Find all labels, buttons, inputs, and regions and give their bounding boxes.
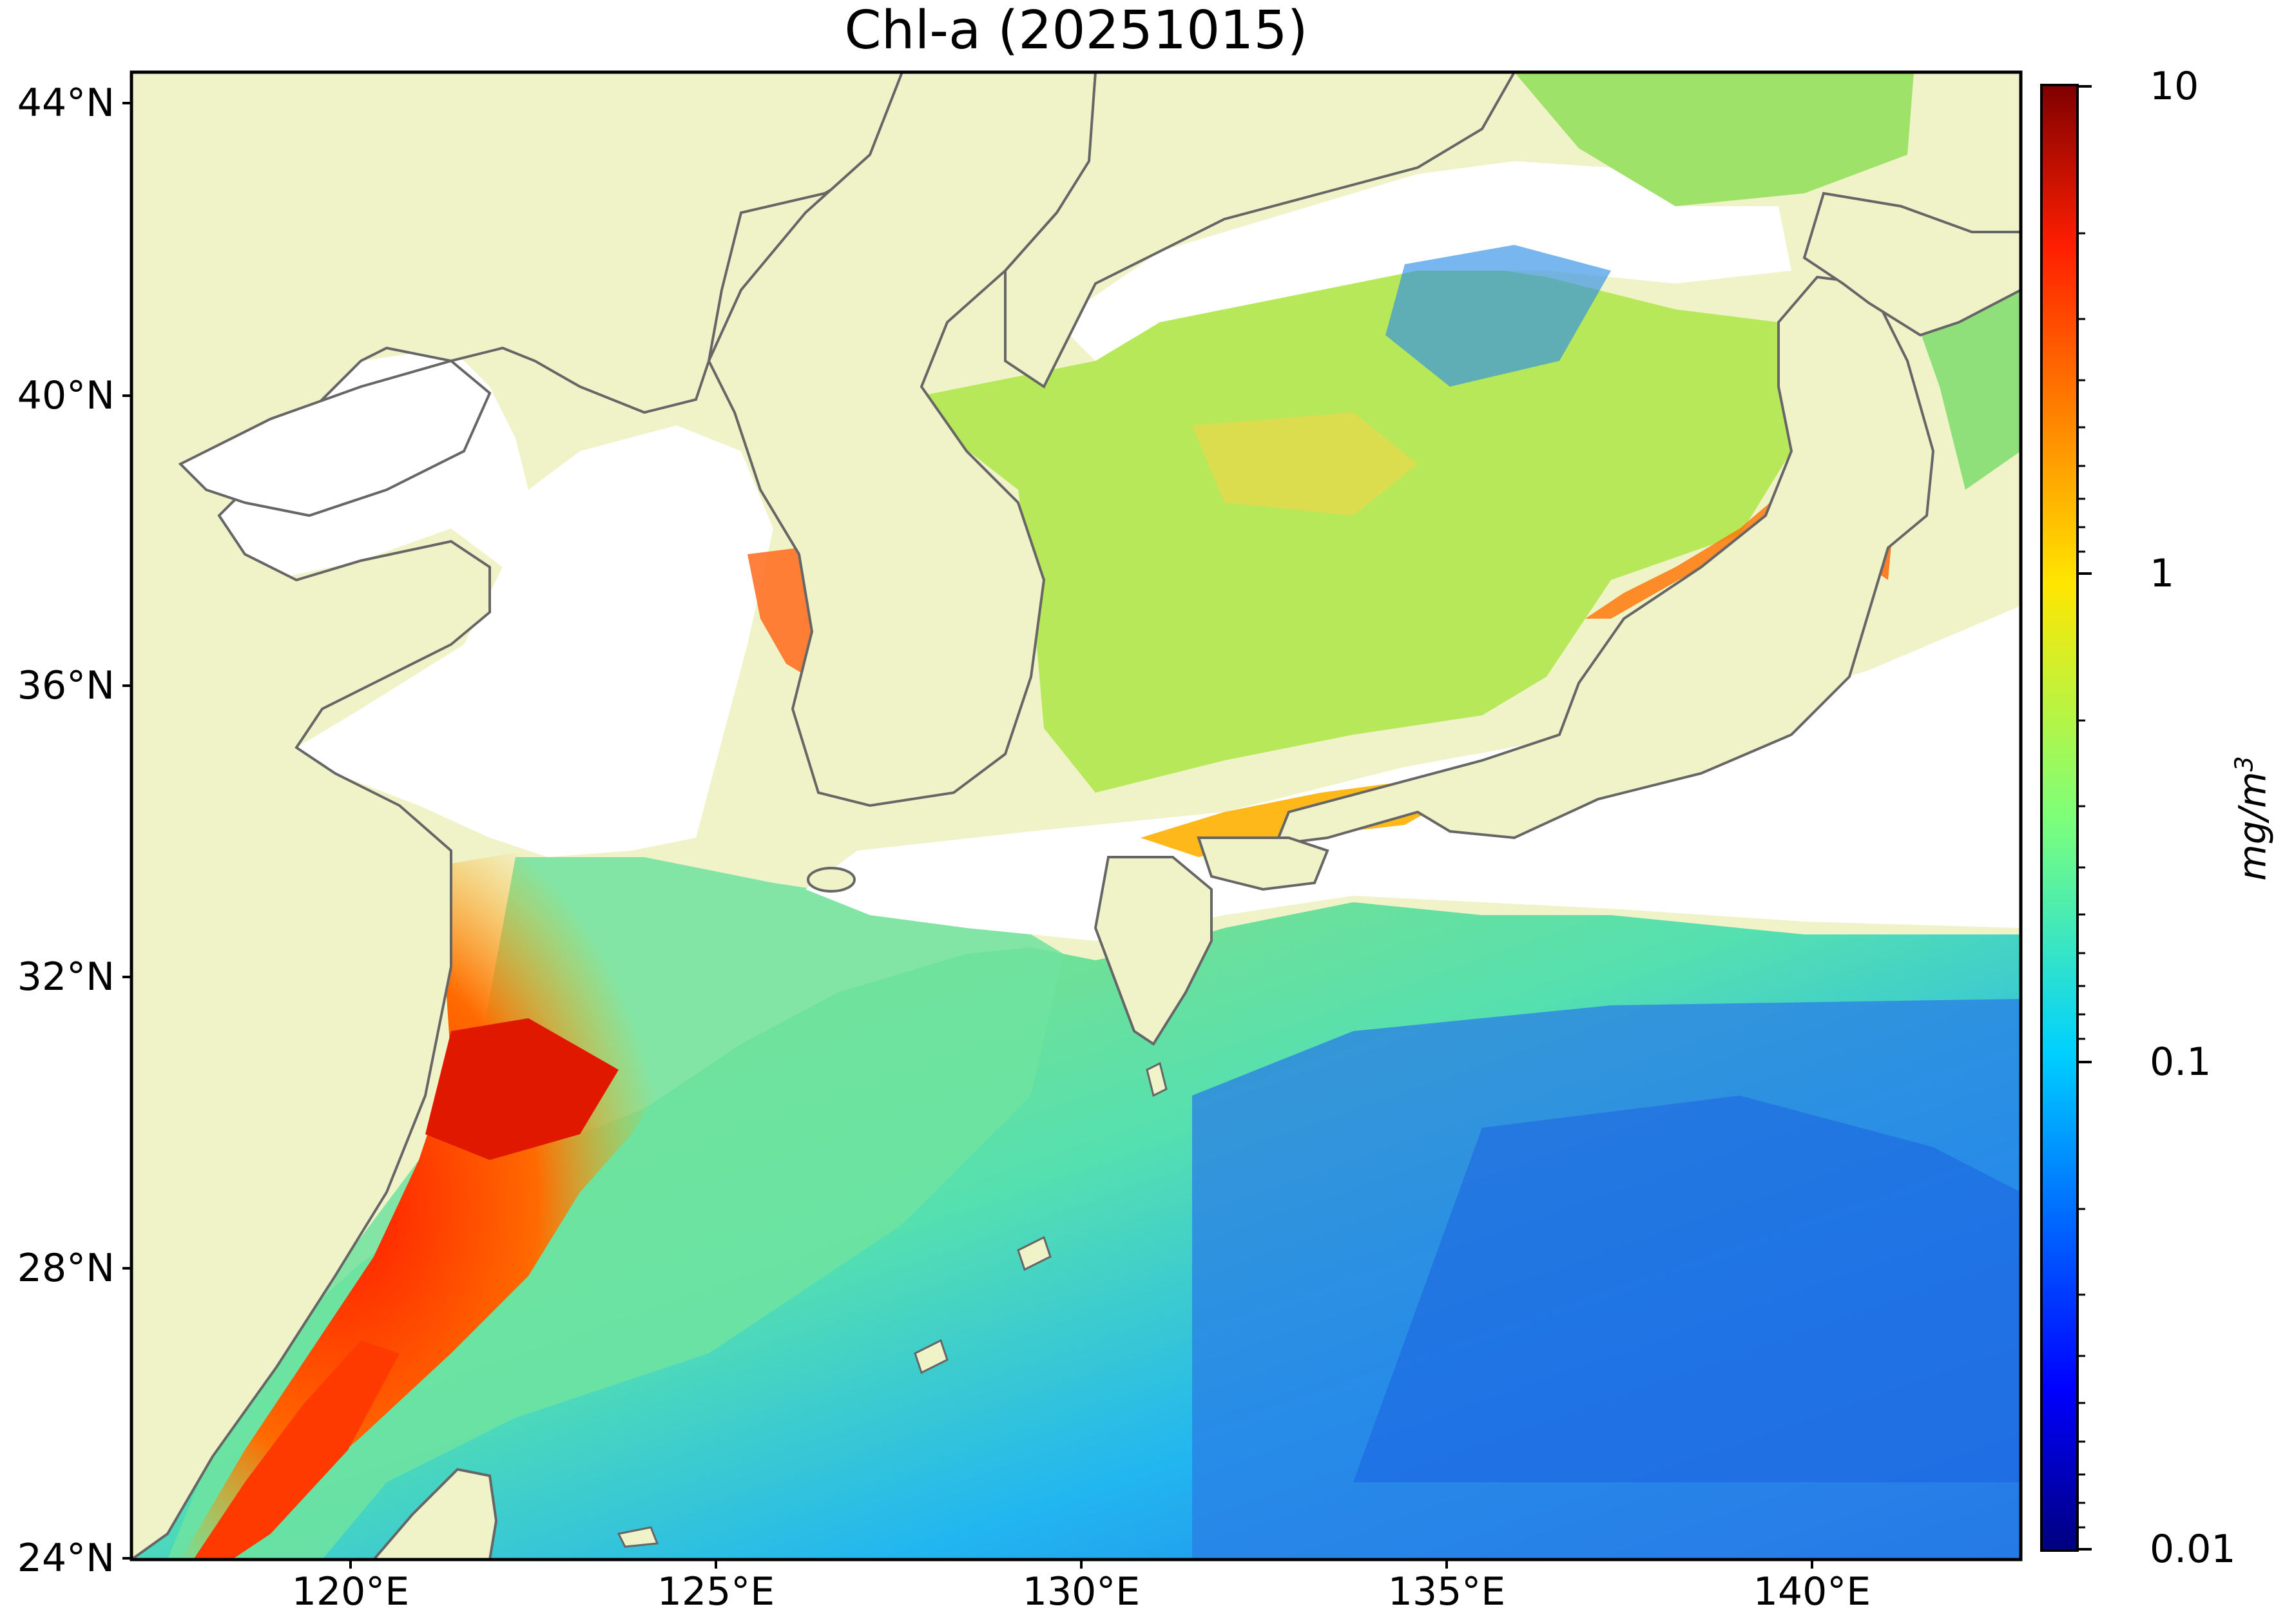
- colorbar-minor-ticks: [2078, 232, 2085, 1529]
- map-frame: [130, 70, 2023, 1561]
- japan-shikoku: [1197, 836, 1329, 891]
- lon-label: 130°E: [1022, 1569, 1141, 1614]
- lat-label: 24°N: [17, 1536, 115, 1581]
- china-land: [131, 72, 968, 1560]
- colorbar-ticks: [2078, 85, 2092, 1551]
- lat-label: 44°N: [17, 81, 115, 126]
- lon-label: 120°E: [291, 1569, 410, 1614]
- lat-ticks: [122, 102, 131, 1560]
- colorbar-gradient: [2041, 85, 2078, 1551]
- japan-honshu: [1273, 275, 1935, 846]
- colorbar-label: 0.01: [2150, 1527, 2236, 1572]
- colorbar-label: 0.1: [2150, 1039, 2212, 1085]
- russia-land: [1004, 72, 1516, 389]
- colorbar-unit: mg/m3: [2230, 756, 2275, 881]
- lon-label: 140°E: [1753, 1569, 1871, 1614]
- colorbar-label: 10: [2150, 64, 2199, 109]
- lon-label: 135°E: [1387, 1569, 1506, 1614]
- chlorophyll-map: [131, 72, 2021, 1560]
- colorbar-label: 1: [2150, 551, 2175, 596]
- yangtze-plume: [180, 851, 722, 1560]
- lon-label: 125°E: [657, 1569, 775, 1614]
- lon-ticks: [349, 1560, 1813, 1569]
- lat-label: 28°N: [17, 1246, 115, 1291]
- lat-label: 32°N: [17, 954, 115, 1000]
- colorbar-frame: [2040, 84, 2079, 1552]
- taiwan-land: [372, 1467, 498, 1560]
- japan-kyushu: [1094, 856, 1213, 1046]
- lat-label: 40°N: [17, 373, 115, 418]
- lat-label: 36°N: [17, 663, 115, 708]
- japan-hokkaido: [1802, 191, 2021, 337]
- ocean-japan-sea: [902, 258, 1791, 793]
- map-title: Chl-a (20251015): [844, 0, 1308, 61]
